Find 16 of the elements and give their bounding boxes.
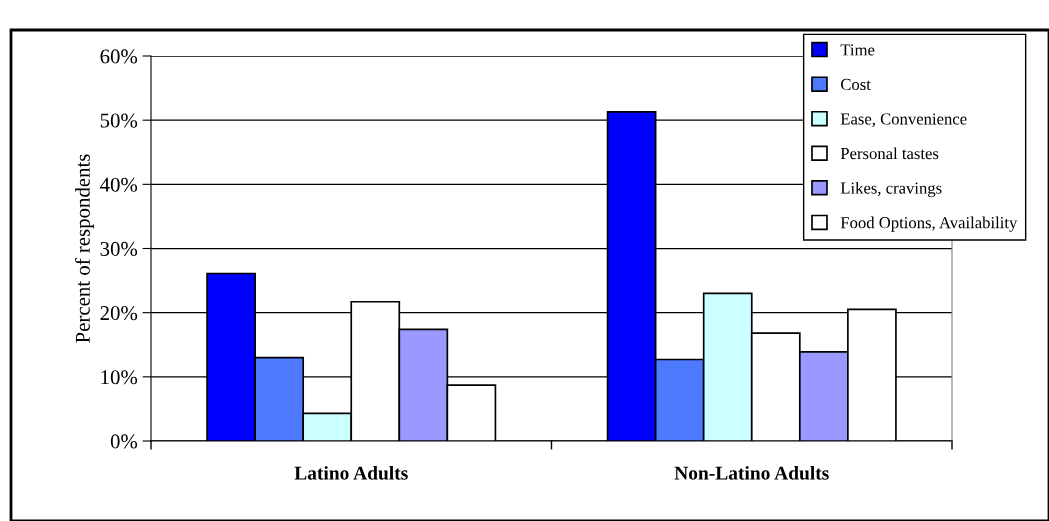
- y-tick-label: 0%: [110, 434, 138, 449]
- legend-label: Cost: [841, 78, 871, 91]
- legend-label: Time: [840, 44, 875, 56]
- legend-label: Ease, Convenience: [840, 113, 967, 127]
- legend-label: Personal tastes: [840, 147, 939, 160]
- y-tick-label: 40%: [100, 177, 138, 192]
- y-tick-label: 60%: [100, 49, 138, 64]
- y-tick-label: 50%: [100, 113, 138, 128]
- y-tick-label: 30%: [100, 241, 138, 256]
- y-axis-title: Percent of respondents: [74, 154, 95, 343]
- y-tick-label: 10%: [101, 370, 138, 385]
- legend-label: Food Options, Availability: [840, 216, 1018, 232]
- x-tick-label: Non-Latino Adults: [674, 466, 829, 480]
- y-tick-label: 20%: [100, 306, 138, 321]
- x-tick-label: Latino Adults: [294, 466, 408, 480]
- legend-label: Likes, cravings: [840, 181, 942, 198]
